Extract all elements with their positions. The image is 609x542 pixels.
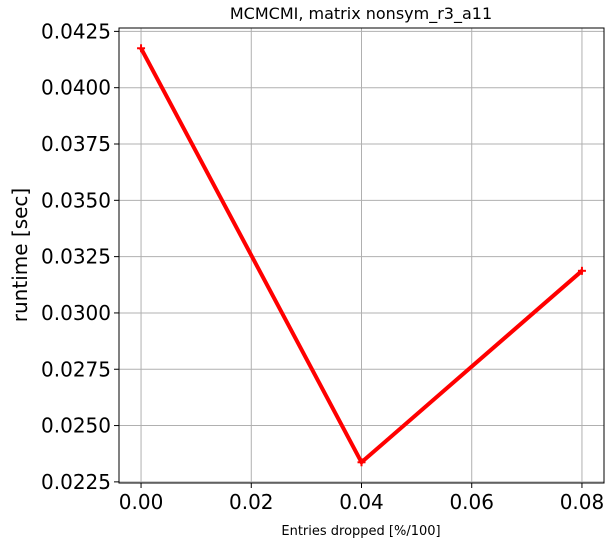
chart-title: MCMCMI, matrix nonsym_r3_a11 [230, 4, 492, 24]
y-tick-label: 0.0225 [41, 470, 111, 494]
grid [119, 28, 604, 483]
x-tick-label: 0.02 [229, 490, 274, 514]
y-tick-label: 0.0350 [41, 188, 111, 212]
x-axis-label: Entries dropped [%/100] [281, 524, 440, 539]
y-tick-label: 0.0250 [41, 414, 111, 438]
data-point-marker [357, 458, 366, 467]
data-point-marker [137, 44, 146, 53]
x-tick-label: 0.00 [119, 490, 164, 514]
series-layer [137, 44, 586, 467]
y-tick-label: 0.0275 [41, 357, 111, 381]
y-tick-label: 0.0325 [41, 245, 111, 269]
x-tick-label: 0.04 [339, 490, 384, 514]
y-tick-label: 0.0300 [41, 301, 111, 325]
y-tick-label: 0.0375 [41, 132, 111, 156]
x-tick-label: 0.08 [560, 490, 605, 514]
y-tick-label: 0.0425 [41, 19, 111, 43]
y-axis-label: runtime [sec] [8, 188, 32, 322]
ticks: 0.00 0.02 0.04 0.06 0.08 0.0225 0.0250 0.0275 0.… [41, 19, 604, 514]
y-tick-label: 0.0400 [41, 76, 111, 100]
x-tick-label: 0.06 [449, 490, 494, 514]
data-point-marker [577, 266, 586, 275]
